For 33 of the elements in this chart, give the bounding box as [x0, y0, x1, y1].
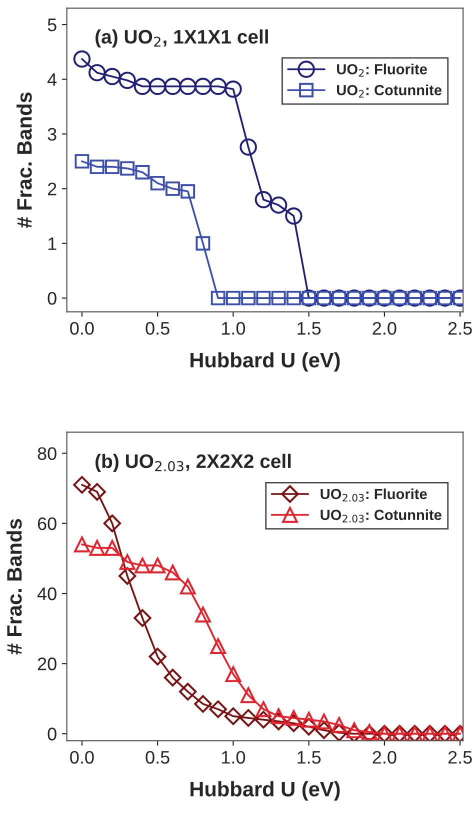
x-axis-title: Hubbard U (eV)	[190, 352, 340, 372]
y-axis-title: # Frac. Bands	[16, 92, 32, 228]
y-tick-label: 4	[47, 73, 57, 86]
legend-label: UO$_{2.03}$: Cotunnite	[320, 509, 442, 522]
legend-label: UO$_{2}$: Cotunnite	[337, 84, 442, 98]
y-tick-label: 20	[38, 658, 56, 670]
y-tick-label: 0	[48, 292, 56, 305]
x-tick-label: 1.0	[222, 750, 246, 764]
x-tick-label: 1.0	[222, 322, 246, 335]
y-tick-label: 2	[48, 182, 56, 196]
x-tick-label: 1.5	[298, 322, 321, 335]
legend-label: UO$_{2}$: Fluorite	[337, 64, 427, 77]
text: (b) UO$_{2.03}$, 2X2X2 cell	[96, 454, 291, 472]
legend-label: UO$_{2.03}$: Fluorite	[320, 488, 427, 502]
y-tick-label: 80	[38, 447, 56, 460]
x-axis-title: Hubbard U (eV)	[190, 781, 340, 801]
x-tick-label: 2.0	[372, 750, 396, 764]
x-tick-label: 0.5	[146, 322, 170, 335]
x-tick-label: 0.5	[146, 750, 170, 764]
x-tick-label: 2.5	[448, 750, 472, 764]
y-tick-label: 0	[48, 728, 56, 740]
x-tick-label: 2.0	[372, 322, 396, 335]
y-tick-label: 1	[48, 238, 56, 250]
x-tick-label: 0.0	[70, 750, 94, 764]
y-axis-title: # Frac. Bands	[6, 519, 22, 654]
x-tick-label: 1.5	[298, 751, 321, 764]
y-tick-label: 3	[48, 128, 56, 141]
y-tick-label: 5	[48, 18, 56, 32]
y-tick-label: 40	[37, 587, 56, 600]
x-tick-label: 0.0	[70, 322, 94, 335]
text: (a) UO$_{2}$, 1X1X1 cell	[96, 29, 268, 48]
x-tick-label: 2.5	[448, 322, 472, 335]
y-tick-label: 60	[38, 517, 56, 530]
